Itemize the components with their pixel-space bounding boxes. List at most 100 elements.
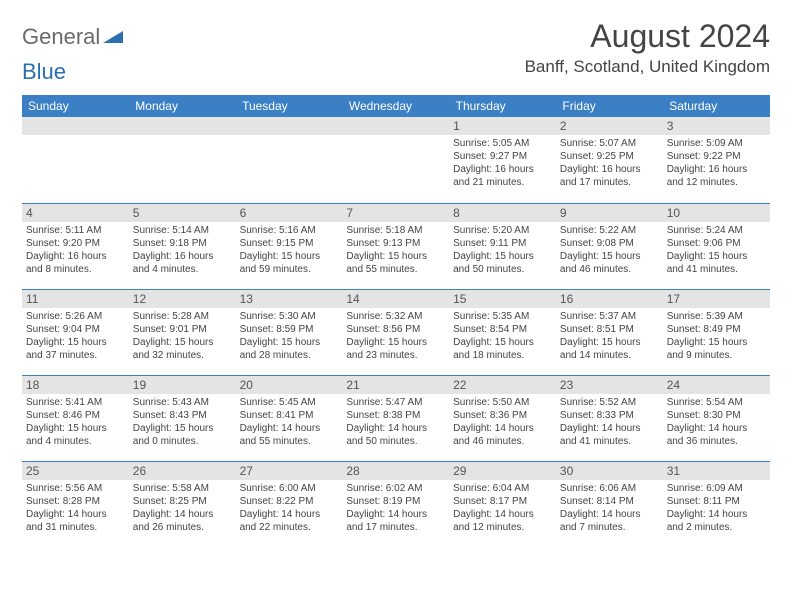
sunrise-line: Sunrise: 5:54 AM [667,396,766,409]
sunrise-line: Sunrise: 5:47 AM [346,396,445,409]
weekday-header: Friday [556,95,663,117]
sunset-line: Sunset: 8:41 PM [240,409,339,422]
sunrise-line: Sunrise: 6:06 AM [560,482,659,495]
day-cell: 2Sunrise: 5:07 AMSunset: 9:25 PMDaylight… [556,117,663,203]
week-row: 4Sunrise: 5:11 AMSunset: 9:20 PMDaylight… [22,203,770,289]
sunset-line: Sunset: 8:17 PM [453,495,552,508]
sunset-line: Sunset: 9:25 PM [560,150,659,163]
sunrise-line: Sunrise: 6:00 AM [240,482,339,495]
weekday-header: Saturday [663,95,770,117]
daylight-line: Daylight: 16 hours and 17 minutes. [560,163,659,189]
day-cell: 27Sunrise: 6:00 AMSunset: 8:22 PMDayligh… [236,461,343,547]
day-cell: 15Sunrise: 5:35 AMSunset: 8:54 PMDayligh… [449,289,556,375]
sunrise-line: Sunrise: 5:16 AM [240,224,339,237]
day-number: 30 [556,462,663,480]
sunset-line: Sunset: 9:08 PM [560,237,659,250]
logo-text-blue: Blue [22,59,66,85]
day-number: 9 [556,204,663,222]
day-cell: 11Sunrise: 5:26 AMSunset: 9:04 PMDayligh… [22,289,129,375]
day-cell: 23Sunrise: 5:52 AMSunset: 8:33 PMDayligh… [556,375,663,461]
logo: General [22,24,123,50]
sunset-line: Sunset: 8:25 PM [133,495,232,508]
weekday-header: Wednesday [342,95,449,117]
sunrise-line: Sunrise: 6:04 AM [453,482,552,495]
week-row: 1Sunrise: 5:05 AMSunset: 9:27 PMDaylight… [22,117,770,203]
day-number: 11 [22,290,129,308]
day-cell [236,117,343,203]
sunrise-line: Sunrise: 5:05 AM [453,137,552,150]
day-cell: 13Sunrise: 5:30 AMSunset: 8:59 PMDayligh… [236,289,343,375]
day-number: 6 [236,204,343,222]
sunset-line: Sunset: 9:04 PM [26,323,125,336]
day-number: 1 [449,117,556,135]
sunset-line: Sunset: 8:56 PM [346,323,445,336]
sunset-line: Sunset: 8:22 PM [240,495,339,508]
day-cell: 7Sunrise: 5:18 AMSunset: 9:13 PMDaylight… [342,203,449,289]
day-number: 27 [236,462,343,480]
sunset-line: Sunset: 9:06 PM [667,237,766,250]
day-number: 12 [129,290,236,308]
day-cell: 28Sunrise: 6:02 AMSunset: 8:19 PMDayligh… [342,461,449,547]
sunset-line: Sunset: 9:01 PM [133,323,232,336]
day-number: 19 [129,376,236,394]
day-cell: 17Sunrise: 5:39 AMSunset: 8:49 PMDayligh… [663,289,770,375]
weekday-header: Thursday [449,95,556,117]
week-row: 11Sunrise: 5:26 AMSunset: 9:04 PMDayligh… [22,289,770,375]
day-cell: 20Sunrise: 5:45 AMSunset: 8:41 PMDayligh… [236,375,343,461]
daylight-line: Daylight: 15 hours and 23 minutes. [346,336,445,362]
day-cell: 6Sunrise: 5:16 AMSunset: 9:15 PMDaylight… [236,203,343,289]
day-number: 13 [236,290,343,308]
location-text: Banff, Scotland, United Kingdom [525,57,770,77]
week-row: 25Sunrise: 5:56 AMSunset: 8:28 PMDayligh… [22,461,770,547]
daylight-line: Daylight: 14 hours and 36 minutes. [667,422,766,448]
day-number: 16 [556,290,663,308]
sunrise-line: Sunrise: 5:07 AM [560,137,659,150]
sunrise-line: Sunrise: 5:18 AM [346,224,445,237]
day-cell: 14Sunrise: 5:32 AMSunset: 8:56 PMDayligh… [342,289,449,375]
day-number-empty [236,117,343,135]
day-cell: 21 Sunrise: 5:47 AMSunset: 8:38 PMDayligh… [342,375,449,461]
day-cell [342,117,449,203]
day-number: 23 [556,376,663,394]
sunrise-line: Sunrise: 5:37 AM [560,310,659,323]
day-cell: 16Sunrise: 5:37 AMSunset: 8:51 PMDayligh… [556,289,663,375]
day-cell [22,117,129,203]
day-number: 28 [342,462,449,480]
sunrise-line: Sunrise: 5:22 AM [560,224,659,237]
sunset-line: Sunset: 8:11 PM [667,495,766,508]
daylight-line: Daylight: 15 hours and 50 minutes. [453,250,552,276]
daylight-line: Daylight: 14 hours and 17 minutes. [346,508,445,534]
weekday-header: Tuesday [236,95,343,117]
calendar-body: 1Sunrise: 5:05 AMSunset: 9:27 PMDaylight… [22,117,770,547]
daylight-line: Daylight: 14 hours and 50 minutes. [346,422,445,448]
sunrise-line: Sunrise: 5:39 AM [667,310,766,323]
sunset-line: Sunset: 9:13 PM [346,237,445,250]
day-number: 15 [449,290,556,308]
day-number: 21 [342,376,449,394]
week-row: 18Sunrise: 5:41 AMSunset: 8:46 PMDayligh… [22,375,770,461]
sunset-line: Sunset: 8:14 PM [560,495,659,508]
weekday-header: Sunday [22,95,129,117]
day-number-empty [342,117,449,135]
day-number-empty [129,117,236,135]
sunrise-line: Sunrise: 5:28 AM [133,310,232,323]
month-title: August 2024 [525,18,770,55]
day-cell: 18Sunrise: 5:41 AMSunset: 8:46 PMDayligh… [22,375,129,461]
day-cell: 9Sunrise: 5:22 AMSunset: 9:08 PMDaylight… [556,203,663,289]
sunset-line: Sunset: 8:38 PM [346,409,445,422]
day-number: 8 [449,204,556,222]
sunrise-line: Sunrise: 5:43 AM [133,396,232,409]
day-number: 20 [236,376,343,394]
daylight-line: Daylight: 15 hours and 55 minutes. [346,250,445,276]
day-cell: 31Sunrise: 6:09 AMSunset: 8:11 PMDayligh… [663,461,770,547]
daylight-line: Daylight: 14 hours and 55 minutes. [240,422,339,448]
sunset-line: Sunset: 8:33 PM [560,409,659,422]
sunrise-line: Sunrise: 5:30 AM [240,310,339,323]
daylight-line: Daylight: 14 hours and 12 minutes. [453,508,552,534]
sunrise-line: Sunrise: 5:56 AM [26,482,125,495]
day-cell: 5Sunrise: 5:14 AMSunset: 9:18 PMDaylight… [129,203,236,289]
day-cell: 29Sunrise: 6:04 AMSunset: 8:17 PMDayligh… [449,461,556,547]
weekday-header-row: SundayMondayTuesdayWednesdayThursdayFrid… [22,95,770,117]
day-number: 24 [663,376,770,394]
sunset-line: Sunset: 8:51 PM [560,323,659,336]
